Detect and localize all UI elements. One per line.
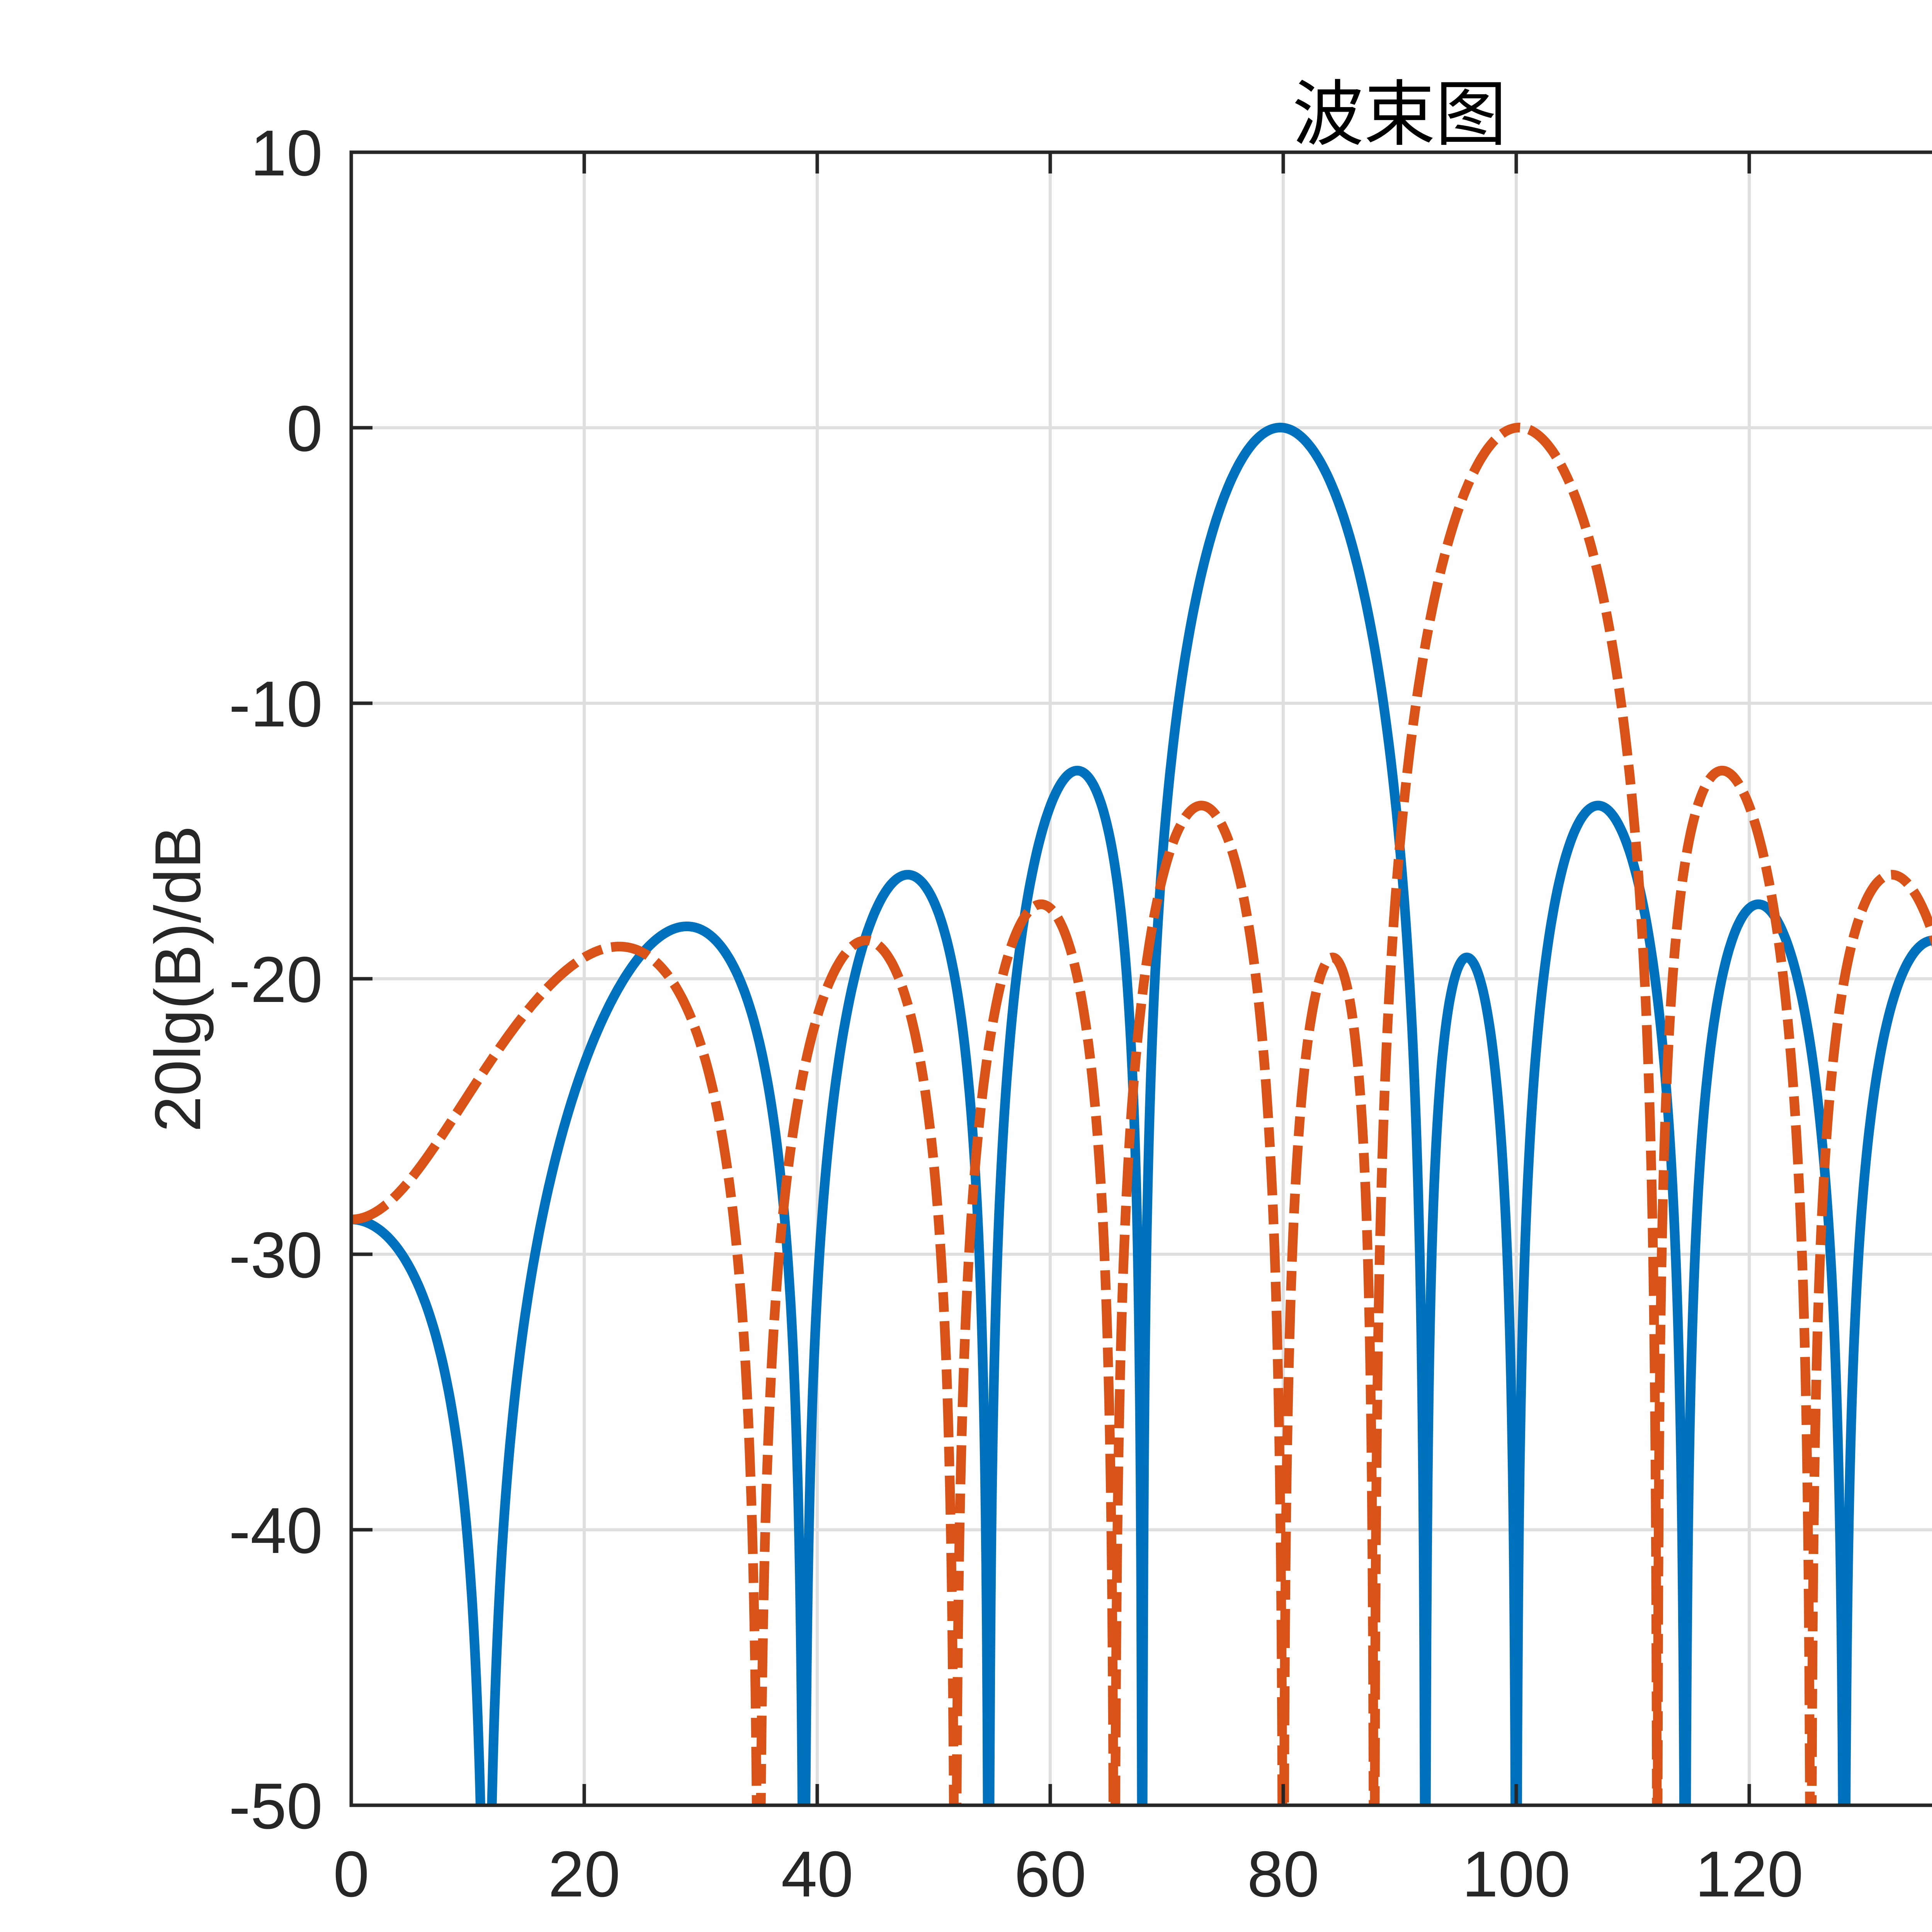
x-tick-label: 80 [1247,1838,1320,1910]
y-tick-labels: 10 0 -10 -20 -30 -40 -50 [229,117,323,1842]
x-tick-label: 60 [1014,1838,1087,1910]
x-tick-label: 0 [333,1838,369,1910]
x-tick-label: 100 [1462,1838,1570,1910]
y-tick-label: -40 [229,1494,323,1567]
x-tick-label: 20 [548,1838,621,1910]
y-tick-label: 0 [287,392,323,465]
x-tick-label: 140 [1928,1838,1932,1910]
x-tick-label: 40 [781,1838,854,1910]
y-tick-label: -30 [229,1219,323,1291]
plot-area [351,423,1932,1805]
axes-box [349,150,1932,1807]
y-axis-label: 20lg(B)/dB [141,825,214,1132]
y-tick-label: 10 [250,117,323,189]
y-tick-label: -50 [229,1770,323,1842]
y-tick-label: -10 [229,668,323,740]
series-100deg-line [351,423,1932,1805]
y-tick-label: -20 [229,943,323,1016]
chart-title: 波束图 [1293,73,1507,156]
x-tick-label: 120 [1695,1838,1803,1910]
x-tick-labels: 020406080100120140160180 [333,1838,1932,1910]
